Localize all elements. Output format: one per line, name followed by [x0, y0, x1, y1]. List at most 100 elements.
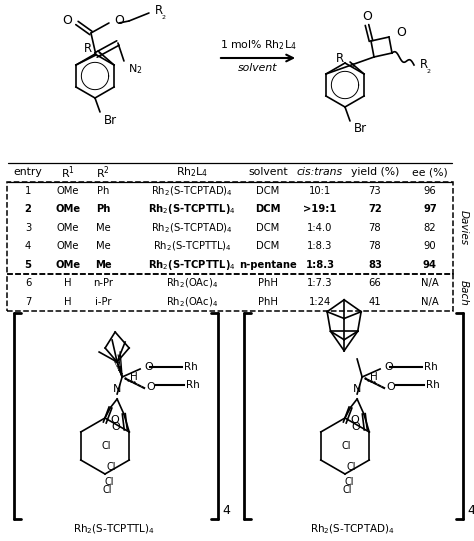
- Text: O: O: [351, 414, 360, 425]
- Text: Me: Me: [96, 241, 110, 251]
- Text: O: O: [111, 422, 120, 432]
- Text: Rh$_2$(S-TCPTTL)$_4$: Rh$_2$(S-TCPTTL)$_4$: [73, 522, 155, 536]
- Text: 94: 94: [423, 260, 437, 270]
- Text: Cl: Cl: [346, 462, 356, 472]
- Text: Rh: Rh: [426, 380, 440, 390]
- Text: solvent: solvent: [248, 167, 288, 177]
- Text: 7: 7: [25, 297, 31, 307]
- Text: R$^2$: R$^2$: [96, 164, 110, 181]
- Text: 72: 72: [368, 204, 382, 214]
- Text: Cl: Cl: [106, 462, 116, 472]
- Text: cis:trans: cis:trans: [297, 167, 343, 177]
- Text: 41: 41: [369, 297, 381, 307]
- Text: ee (%): ee (%): [412, 167, 448, 177]
- Text: O: O: [362, 10, 372, 23]
- Text: Me: Me: [95, 260, 111, 270]
- Text: 73: 73: [369, 186, 381, 196]
- Text: entry: entry: [14, 167, 42, 177]
- Text: OMe: OMe: [57, 241, 79, 251]
- Text: OMe: OMe: [55, 204, 81, 214]
- Text: Bach: Bach: [459, 280, 469, 306]
- Text: DCM: DCM: [255, 204, 281, 214]
- Text: H: H: [64, 278, 72, 288]
- Text: O: O: [144, 362, 153, 372]
- Text: 78: 78: [369, 223, 381, 233]
- Text: Rh$_2$(S-TCPTAD)$_4$: Rh$_2$(S-TCPTAD)$_4$: [151, 221, 233, 235]
- Text: O: O: [396, 27, 406, 39]
- Text: >19:1: >19:1: [303, 204, 337, 214]
- Text: Rh: Rh: [424, 362, 438, 372]
- Text: yield (%): yield (%): [351, 167, 399, 177]
- Text: 4: 4: [222, 505, 230, 518]
- Text: Rh$_2$L$_4$: Rh$_2$L$_4$: [176, 166, 208, 179]
- Text: 10:1: 10:1: [309, 186, 331, 196]
- Text: O: O: [62, 14, 72, 27]
- Text: $^1$: $^1$: [97, 52, 103, 61]
- Text: H: H: [130, 372, 138, 382]
- Text: Rh: Rh: [186, 380, 200, 390]
- Text: 82: 82: [424, 223, 436, 233]
- Text: 96: 96: [424, 186, 437, 196]
- Text: Rh$_2$(OAc)$_4$: Rh$_2$(OAc)$_4$: [166, 295, 218, 308]
- Text: OMe: OMe: [57, 186, 79, 196]
- Text: n-Pr: n-Pr: [93, 278, 113, 288]
- Text: Rh$_2$(S-TCPTTL)$_4$: Rh$_2$(S-TCPTTL)$_4$: [148, 258, 236, 272]
- Text: Cl: Cl: [102, 485, 112, 495]
- Text: $^2$: $^2$: [426, 69, 431, 78]
- Text: Rh$_2$(S-TCPTAD)$_4$: Rh$_2$(S-TCPTAD)$_4$: [151, 184, 233, 197]
- Text: 6: 6: [25, 278, 31, 288]
- Text: Cl: Cl: [342, 441, 351, 451]
- Text: DCM: DCM: [256, 186, 280, 196]
- Text: DCM: DCM: [256, 223, 280, 233]
- Text: n-pentane: n-pentane: [239, 260, 297, 270]
- Text: O: O: [384, 362, 393, 372]
- Text: Cl: Cl: [345, 477, 354, 487]
- Text: O: O: [386, 382, 395, 392]
- Text: N/A: N/A: [421, 278, 439, 288]
- Text: R: R: [155, 3, 163, 16]
- Text: PhH: PhH: [258, 278, 278, 288]
- Text: 4: 4: [467, 505, 474, 518]
- Text: N$_2$: N$_2$: [128, 62, 143, 76]
- Text: H: H: [370, 372, 378, 382]
- Text: PhH: PhH: [258, 297, 278, 307]
- Text: R: R: [336, 51, 344, 64]
- Text: Rh$_2$(S-TCPTTL)$_4$: Rh$_2$(S-TCPTTL)$_4$: [153, 240, 231, 253]
- Bar: [7, 181, 453, 274]
- Text: N/A: N/A: [421, 297, 439, 307]
- Text: OMe: OMe: [55, 260, 81, 270]
- Text: Davies: Davies: [459, 210, 469, 245]
- Text: 66: 66: [369, 278, 382, 288]
- Bar: [7, 274, 453, 311]
- Text: 90: 90: [424, 241, 436, 251]
- Text: $^2$: $^2$: [161, 14, 166, 23]
- Text: Rh: Rh: [184, 362, 198, 372]
- Text: 1:8.3: 1:8.3: [306, 260, 335, 270]
- Text: Rh$_2$(S-TCPTTL)$_4$: Rh$_2$(S-TCPTTL)$_4$: [148, 202, 236, 216]
- Text: O: O: [351, 422, 360, 432]
- Text: Ph: Ph: [96, 204, 110, 214]
- Text: 97: 97: [423, 204, 437, 214]
- Text: Me: Me: [96, 223, 110, 233]
- Text: R: R: [84, 42, 92, 55]
- Text: Cl: Cl: [102, 441, 111, 451]
- Text: Br: Br: [104, 114, 117, 127]
- Text: Cl: Cl: [104, 477, 114, 487]
- Text: Rh$_2$(S-TCPTAD)$_4$: Rh$_2$(S-TCPTAD)$_4$: [310, 522, 394, 536]
- Text: 3: 3: [25, 223, 31, 233]
- Text: O: O: [111, 414, 119, 425]
- Text: 1: 1: [25, 186, 31, 196]
- Text: 1:24: 1:24: [309, 297, 331, 307]
- Text: 1 mol% Rh$_2$L$_4$: 1 mol% Rh$_2$L$_4$: [219, 38, 296, 52]
- Text: $^1$: $^1$: [350, 62, 356, 71]
- Text: Cl: Cl: [342, 485, 352, 495]
- Text: 2: 2: [25, 204, 31, 214]
- Text: 78: 78: [369, 241, 381, 251]
- Text: OMe: OMe: [57, 223, 79, 233]
- Text: 1:7.3: 1:7.3: [307, 278, 333, 288]
- Text: H: H: [64, 297, 72, 307]
- Text: 83: 83: [368, 260, 382, 270]
- Text: i-Pr: i-Pr: [95, 297, 111, 307]
- Text: 1:8.3: 1:8.3: [307, 241, 333, 251]
- Text: DCM: DCM: [256, 241, 280, 251]
